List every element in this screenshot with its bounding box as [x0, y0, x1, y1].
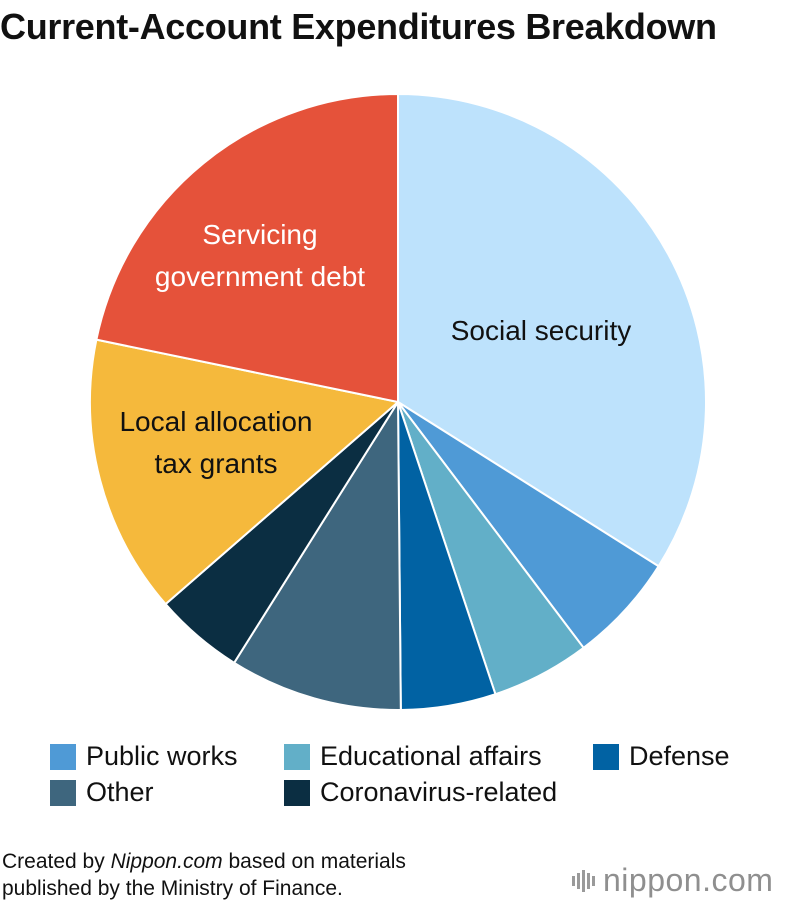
pie-slice-local — [89, 338, 399, 606]
slice-label-local: Local allocation tax grants — [119, 406, 312, 479]
slice-label-line: government debt — [155, 261, 365, 292]
logo-bars-icon — [572, 869, 597, 892]
credit-source: Nippon.com — [110, 850, 223, 873]
slice-label-line: Servicing — [202, 219, 317, 250]
slice-label-debt: Servicing government debt — [155, 219, 365, 292]
nippon-logo: nippon.com — [572, 862, 773, 899]
pie-slice-other — [233, 401, 402, 711]
credit-prefix: Created by — [2, 850, 111, 873]
pie-slice-social — [397, 93, 707, 568]
source-credit: Created by Nippon.com based on materials… — [2, 848, 406, 902]
chart-title: Current-Account Expenditures Breakdown — [0, 6, 717, 47]
slice-label-social: Social security — [451, 315, 632, 346]
slice-label-line: tax grants — [155, 448, 278, 479]
logo-text: nippon.com — [603, 862, 774, 898]
credit-suffix: based on materials — [222, 850, 406, 873]
slice-label-line: Social security — [451, 315, 632, 346]
credit-line-2: published by the Ministry of Finance. — [2, 877, 343, 900]
pie-slice-debt — [95, 93, 399, 403]
slice-label-line: Local allocation — [119, 406, 312, 437]
